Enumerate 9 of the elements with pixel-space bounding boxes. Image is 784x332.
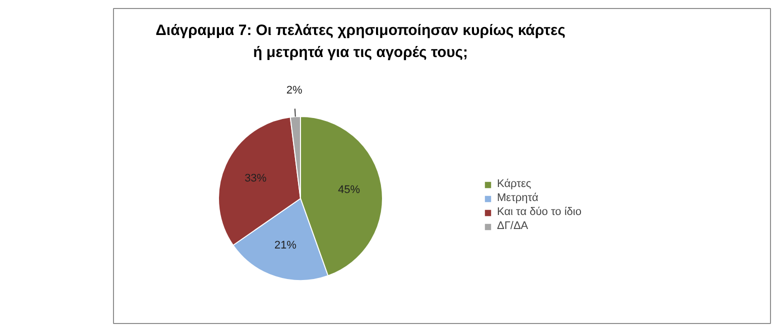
chart-title: Διάγραμμα 7: Οι πελάτες χρησιμοποίησαν κυρίως κάρτες ή μετρητά για τις αγορές τους; [156,22,566,61]
legend-label: ΔΓ/ΔΑ [497,220,528,232]
legend-label: Κάρτες [497,178,532,190]
data-label: 21% [274,239,297,252]
data-label: 33% [244,172,267,184]
data-label: 45% [338,184,360,196]
legend-label: Μετρητά [497,192,538,204]
legend-label: Και τα δύο το ίδιο [497,206,582,218]
data-label: 2% [286,84,302,97]
